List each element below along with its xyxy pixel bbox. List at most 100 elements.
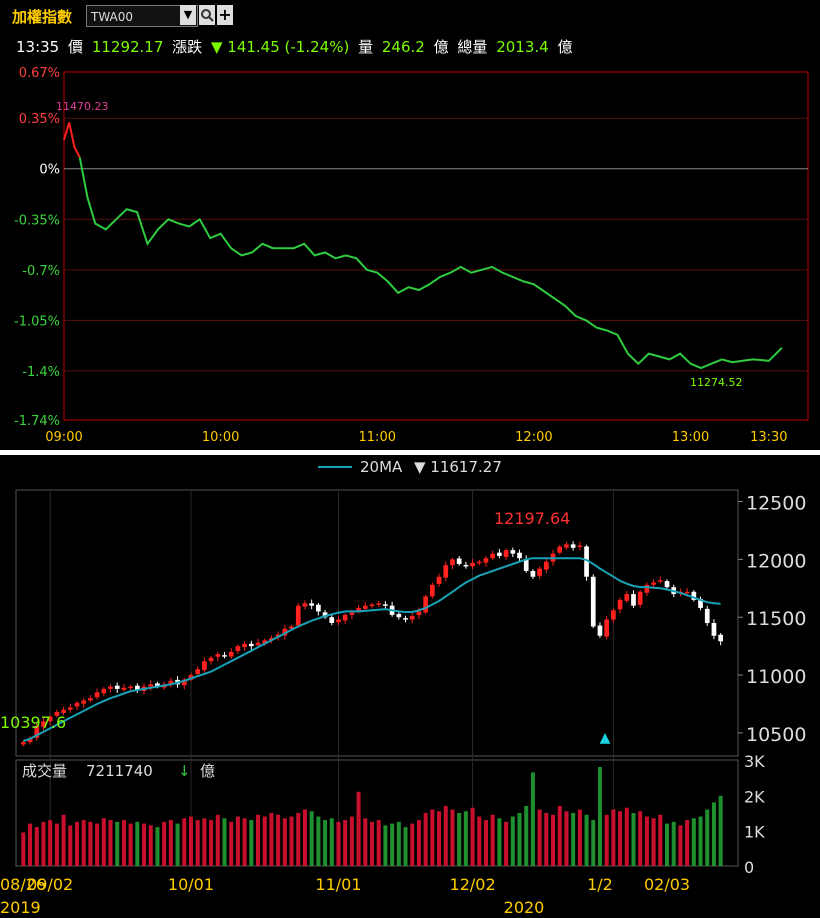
volume-panel-arrow: ↓ [178,762,191,780]
volume-bar [61,814,66,866]
change-label: 漲跌 [172,38,203,56]
volume-bar [450,809,455,866]
symbol-input[interactable] [87,8,181,26]
add-button[interactable]: + [217,5,233,25]
x-tick-label: 09/02 [27,875,73,894]
candle-body [121,687,127,690]
x-tick-label: 11:00 [359,430,396,445]
volume-bar [678,825,683,866]
candle-body [476,561,482,564]
candle-body [289,626,294,629]
candle-body [362,605,368,609]
daily-chart: 20MA ▼ 11617.27 12500 12000 11500 11000 10500 1… [0,458,806,917]
x-tick-label: 12:00 [515,430,552,445]
candle-body [342,614,348,621]
volume-bar [101,818,106,866]
volume-bar [564,811,569,866]
volume-bar [510,816,515,866]
volume-bar [95,823,100,866]
volume-bar [638,811,643,866]
volume-bar [349,816,354,866]
candle-body [67,707,73,710]
symbol-box[interactable] [86,5,198,27]
candle-body [416,611,422,616]
candle-body [222,655,227,657]
candle-body [148,684,154,687]
volume-bar [48,820,53,866]
volume-bar [671,821,676,866]
x-tick-label: 10:00 [202,430,239,445]
candle-body [409,616,415,620]
volume-bar [309,811,314,866]
candle-body [356,607,361,612]
candle-body [81,700,87,704]
volume-bar [329,818,334,866]
symbol-dropdown-button[interactable]: ▼ [180,5,196,25]
volume-label: 量 [358,38,374,56]
volume-bar [323,820,328,866]
candle-body [228,651,234,657]
volume-bar [155,827,160,866]
candle-body [450,559,455,566]
volume-bar [242,818,247,866]
candle-body [537,568,542,576]
candle-body [47,716,53,722]
year-label: 2020 [504,898,545,917]
volume-bar [162,821,167,866]
price-panel-frame [15,489,739,757]
candle-body [383,604,388,606]
volume-bar [504,821,509,866]
volume-bar [215,814,220,866]
volume-bar [148,825,153,866]
search-icon [201,9,214,22]
candle-body [215,654,221,657]
candle-body [423,596,428,613]
candle-body [128,686,133,689]
volume-bar [430,809,435,866]
volume-bar [68,825,73,866]
volume-bar [443,805,448,866]
quote-row: 13:35 價 11292.17 漲跌 ▼ 141.45 (-1.24%) 量 … [16,36,577,60]
y-tick-label: -1.4% [22,365,60,380]
x-tick-label: 10/01 [168,875,214,894]
volume-bar [269,813,274,866]
volume-bar [551,814,556,866]
volume-bar [383,825,388,866]
x-tick-label: 1/2 [587,875,613,894]
candle-body [336,619,341,623]
x-tick-label: 09:00 [45,430,82,445]
volume-y-tick-label: 1K [744,823,765,842]
volume-bar [296,813,301,866]
volume-bar [644,816,649,866]
volume-bar [403,827,408,866]
candle-body [349,612,355,615]
volume-bar [222,818,227,866]
candle-body [718,634,723,642]
candle-body [429,584,435,597]
candle-body [523,559,529,571]
volume-bar [363,818,368,866]
volume-bar [108,820,113,866]
volume-bar [423,813,428,866]
y-tick-label: 0.67% [19,66,60,81]
year-label: 2019 [0,898,41,917]
candle-body [443,565,449,578]
candle-body [94,692,100,698]
candle-body [497,552,502,556]
volume-y-tick-label: 0 [744,858,754,877]
y-tick-label: 12000 [746,550,806,572]
volume-bar [611,809,616,866]
change-value: ▼ 141.45 (-1.24%) [210,38,350,56]
price-value: 11292.17 [91,38,164,56]
candle-body [624,594,630,601]
candle-body [21,742,26,745]
y-tick-label: 10500 [746,724,806,746]
candle-body [295,605,301,626]
candle-body [644,584,650,593]
search-button[interactable] [199,5,215,25]
candle-body [597,625,603,636]
toolbar: 加權指數 ▼ + [0,0,820,32]
candle-body [309,603,315,606]
volume-bar [34,827,39,866]
candle-body [543,561,549,570]
